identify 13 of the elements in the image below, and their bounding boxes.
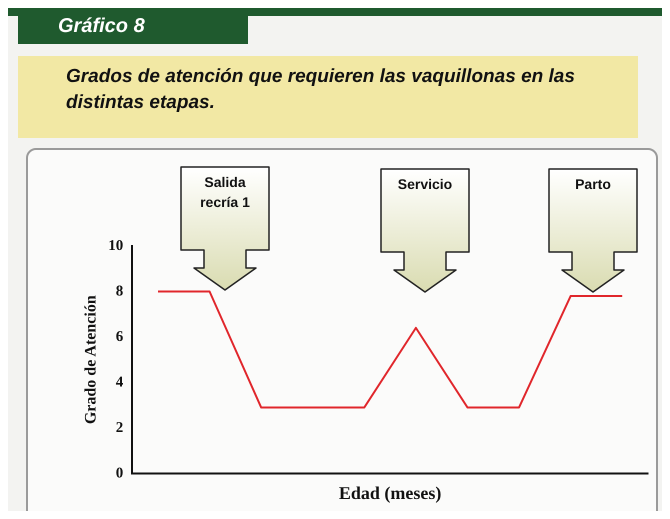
x-axis-title: Edad (meses) [338,482,442,503]
y-tick-label: 8 [116,283,124,300]
y-tick-label: 4 [116,374,124,390]
arrow-icon: Salida recría 1 [180,166,270,291]
arrow-icon: Servicio [380,168,470,293]
y-tick-label: 2 [116,420,124,436]
chart-title: Gráfico 8 [18,8,248,44]
y-tick-label: 0 [116,465,124,482]
y-tick-label: 10 [108,238,124,254]
y-tick-label: 6 [116,328,124,345]
arrow-icon: Parto [548,168,638,293]
chart-subtitle: Grados de atención que requieren las vaquillonas en las distintas etapas. [18,56,638,138]
y-axis-title: Grado de Atención [82,295,100,424]
